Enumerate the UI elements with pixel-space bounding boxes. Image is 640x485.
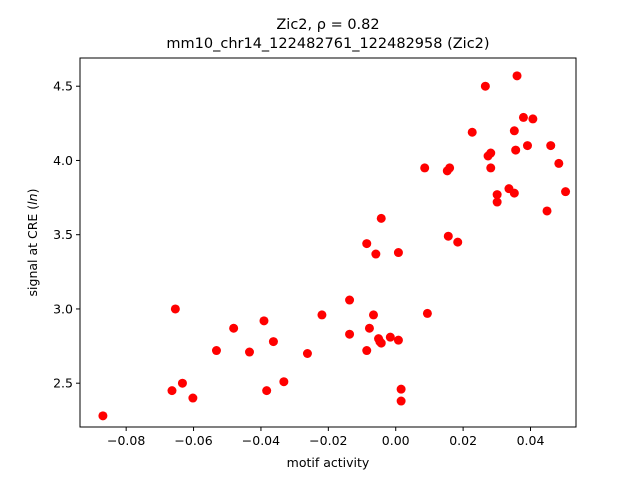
data-point xyxy=(268,337,278,347)
x-tick-label: 0.02 xyxy=(449,433,477,448)
data-point xyxy=(393,248,403,258)
data-point xyxy=(512,71,522,81)
y-tick-label: 4.0 xyxy=(53,153,73,168)
data-point xyxy=(302,348,312,358)
data-point xyxy=(509,188,519,198)
data-point xyxy=(393,335,403,345)
data-point xyxy=(376,213,386,223)
data-point xyxy=(554,158,564,168)
data-point xyxy=(453,237,463,247)
data-point xyxy=(420,163,430,173)
data-point xyxy=(467,127,477,137)
data-point xyxy=(262,386,272,396)
y-tick-label: 3.5 xyxy=(53,227,73,242)
data-point xyxy=(317,310,327,320)
data-point xyxy=(422,308,432,318)
data-point xyxy=(362,239,372,249)
data-point xyxy=(167,386,177,396)
data-point xyxy=(229,323,239,333)
data-point xyxy=(445,163,455,173)
data-point xyxy=(98,411,108,421)
data-point xyxy=(492,190,502,200)
y-tick-label: 4.5 xyxy=(53,79,73,94)
x-axis-label: motif activity xyxy=(287,455,370,470)
data-point xyxy=(511,145,521,155)
data-point xyxy=(376,338,386,348)
data-point xyxy=(518,112,528,122)
x-tick-label: −0.04 xyxy=(242,433,280,448)
data-point xyxy=(528,114,538,124)
data-point xyxy=(279,377,289,387)
data-point xyxy=(345,329,355,339)
data-point xyxy=(364,323,374,333)
data-point xyxy=(345,295,355,305)
data-point xyxy=(362,346,372,356)
x-tick-label: −0.08 xyxy=(107,433,145,448)
data-point xyxy=(188,393,198,403)
x-tick-label: −0.06 xyxy=(174,433,212,448)
data-point xyxy=(509,126,519,136)
plot-area xyxy=(98,71,571,421)
data-point xyxy=(170,304,180,314)
data-point xyxy=(385,332,395,342)
data-point xyxy=(211,346,221,356)
x-tick-label: 0.04 xyxy=(517,433,545,448)
data-point xyxy=(368,310,378,320)
data-point xyxy=(546,141,556,151)
data-point xyxy=(486,163,496,173)
y-axis-label: signal at CRE (ln) xyxy=(25,189,40,297)
data-point xyxy=(259,316,269,326)
data-point xyxy=(542,206,552,216)
data-point xyxy=(480,81,490,91)
data-point xyxy=(177,378,187,388)
data-point xyxy=(244,347,254,357)
data-point xyxy=(492,197,502,207)
data-point xyxy=(396,384,406,394)
y-axis: 2.5 3.0 3.5 4.0 4.5 xyxy=(53,79,80,391)
chart-subtitle: mm10_chr14_122482761_122482958 (Zic2) xyxy=(166,36,489,52)
data-point xyxy=(561,187,571,197)
y-tick-label: 2.5 xyxy=(53,376,73,391)
x-axis: −0.08 −0.06 −0.04 −0.02 0.00 0.02 0.04 xyxy=(107,427,544,448)
data-point xyxy=(371,249,381,259)
data-point xyxy=(443,231,453,241)
y-tick-label: 3.0 xyxy=(53,301,73,316)
x-tick-label: −0.02 xyxy=(309,433,347,448)
x-tick-label: 0.00 xyxy=(382,433,410,448)
data-point xyxy=(522,141,532,151)
data-point xyxy=(396,396,406,406)
chart-title: Zic2, ρ = 0.82 xyxy=(276,17,379,33)
data-point xyxy=(486,148,496,158)
